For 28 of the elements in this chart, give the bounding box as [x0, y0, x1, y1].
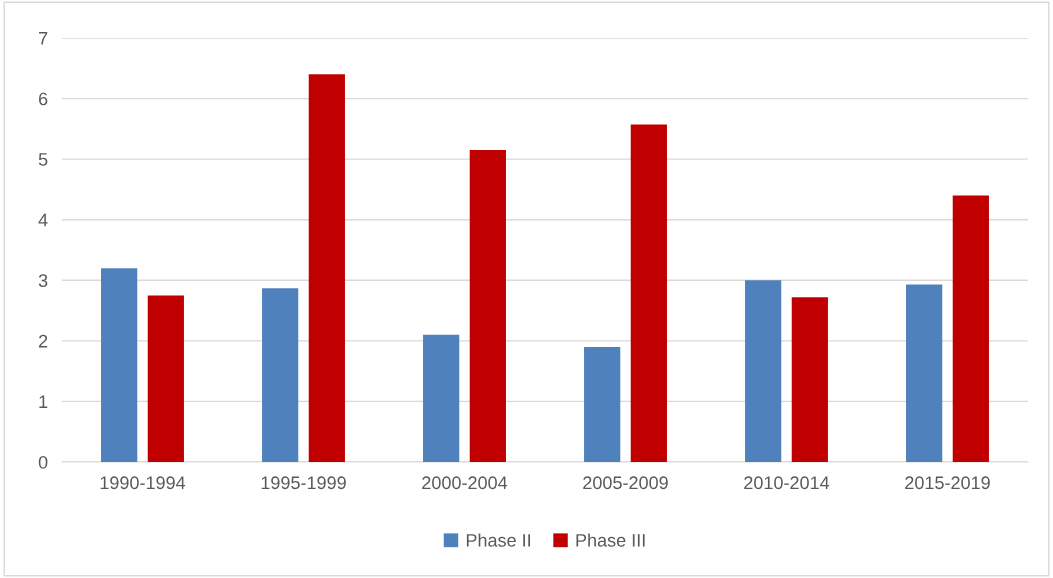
- bar: [101, 268, 138, 462]
- y-tick-label: 3: [38, 274, 48, 288]
- legend-label: Phase II: [466, 533, 530, 547]
- y-tick-label: 1: [39, 395, 48, 408]
- y-tick-label: 7: [39, 32, 48, 45]
- y-tick-label: 4: [38, 213, 48, 227]
- bar: [745, 280, 782, 462]
- y-tick-label: 2: [38, 334, 48, 348]
- bar: [906, 284, 943, 462]
- x-tick-label: 1995-1999: [261, 476, 346, 490]
- x-tick-label: 2000-2004: [422, 476, 508, 490]
- bar: [262, 288, 299, 462]
- bar: [423, 334, 460, 462]
- y-tick-label: 6: [38, 92, 48, 106]
- bar: [308, 74, 345, 462]
- bar: [584, 346, 621, 462]
- bar: [469, 150, 506, 462]
- x-tick-label: 2015-2019: [905, 476, 990, 490]
- legend-label: Phase III: [576, 533, 645, 547]
- y-tick-label: 0: [38, 455, 48, 469]
- x-tick-label: 2005-2009: [583, 476, 668, 490]
- y-tick-label: 5: [38, 153, 48, 166]
- bar: [952, 195, 989, 462]
- bar: [791, 297, 828, 462]
- x-tick-label: 1990-1994: [100, 476, 186, 490]
- bar: [147, 295, 184, 462]
- bar: [630, 124, 667, 462]
- x-tick-label: 2010-2014: [744, 476, 830, 490]
